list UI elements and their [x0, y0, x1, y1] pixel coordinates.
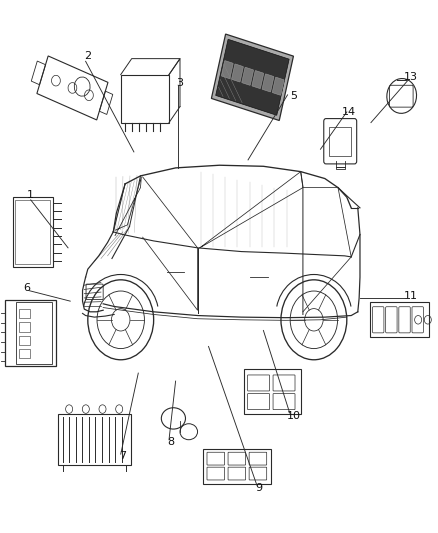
- Text: 5: 5: [290, 91, 297, 101]
- FancyBboxPatch shape: [211, 34, 293, 120]
- Text: 1: 1: [27, 190, 34, 199]
- Text: 11: 11: [403, 291, 417, 301]
- Text: 3: 3: [176, 78, 183, 87]
- Text: 9: 9: [255, 483, 262, 492]
- Text: 2: 2: [84, 51, 91, 61]
- FancyBboxPatch shape: [251, 70, 263, 88]
- Text: 14: 14: [341, 107, 355, 117]
- FancyBboxPatch shape: [215, 39, 289, 115]
- FancyBboxPatch shape: [241, 67, 253, 85]
- FancyBboxPatch shape: [272, 77, 283, 95]
- FancyBboxPatch shape: [221, 61, 233, 79]
- FancyBboxPatch shape: [261, 74, 273, 92]
- Text: 8: 8: [167, 438, 174, 447]
- Text: 13: 13: [403, 72, 417, 82]
- Text: 6: 6: [23, 283, 30, 293]
- FancyBboxPatch shape: [231, 64, 243, 82]
- Text: 7: 7: [119, 451, 126, 461]
- Text: 10: 10: [286, 411, 300, 421]
